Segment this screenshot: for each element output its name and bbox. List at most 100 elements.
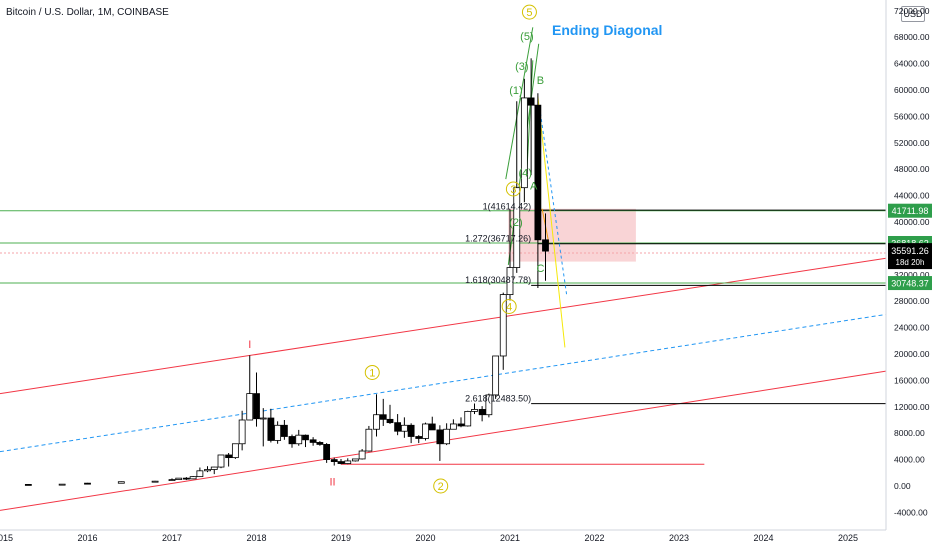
wave-path-line[interactable]	[526, 60, 534, 171]
y-tick-label: 28000.00	[894, 296, 930, 306]
candle[interactable]	[344, 460, 352, 464]
candle[interactable]	[400, 424, 408, 432]
candle[interactable]	[436, 429, 444, 445]
candle[interactable]	[196, 470, 204, 478]
candle[interactable]	[225, 454, 233, 459]
y-tick-label: 48000.00	[894, 164, 930, 174]
candle[interactable]	[267, 417, 275, 441]
candle[interactable]	[415, 436, 423, 439]
candle[interactable]	[485, 394, 493, 416]
y-tick-label: 8000.00	[894, 428, 925, 438]
candle[interactable]	[365, 428, 373, 452]
candle[interactable]	[280, 424, 288, 437]
candle[interactable]	[478, 409, 486, 416]
candle[interactable]	[217, 454, 225, 468]
candle[interactable]	[351, 458, 359, 462]
projection-line[interactable]	[539, 113, 568, 295]
price-tag-label: 30748.37	[891, 279, 929, 289]
price-tag[interactable]	[888, 276, 932, 291]
candle[interactable]	[527, 97, 535, 106]
x-tick-label: 2020	[415, 533, 435, 543]
currency-label[interactable]: USD	[901, 6, 925, 22]
candle[interactable]	[316, 442, 324, 445]
candle[interactable]	[330, 459, 338, 462]
candle[interactable]	[84, 482, 91, 485]
candle[interactable]	[520, 97, 528, 189]
candle[interactable]	[449, 423, 457, 430]
candle[interactable]	[492, 355, 500, 396]
x-tick-label: 2023	[669, 533, 689, 543]
channel-mid-line[interactable]	[0, 313, 887, 453]
y-tick-label: 20000.00	[894, 349, 930, 359]
candle[interactable]	[464, 411, 472, 427]
candle[interactable]	[210, 466, 218, 470]
wave-label: B	[537, 75, 544, 87]
candle[interactable]	[168, 479, 176, 481]
candle[interactable]	[323, 444, 331, 461]
candle[interactable]	[407, 424, 415, 437]
candle[interactable]	[379, 414, 387, 420]
wave-label: (4)	[518, 168, 531, 180]
wave-label: (3)	[515, 61, 528, 73]
candle[interactable]	[288, 436, 296, 445]
candle[interactable]	[151, 480, 159, 483]
x-axis[interactable]: 2015 2016 2017 2018 2019 2020 2021 2022 2023 2024…	[0, 533, 858, 543]
y-tick-label: 40000.00	[894, 217, 930, 227]
candle[interactable]	[309, 439, 317, 443]
candle[interactable]	[295, 434, 303, 445]
candle[interactable]	[534, 104, 542, 241]
candle[interactable]	[302, 434, 309, 441]
candle[interactable]	[542, 239, 549, 252]
candle[interactable]	[373, 414, 380, 430]
plot-area[interactable]: 1(41614.42) 1.272(36717.26) 1.618(30487.78…	[0, 4, 887, 511]
fib-label: 1.618(30487.78)	[465, 275, 531, 285]
candles[interactable]	[0, 58, 549, 486]
chart-title: Bitcoin / U.S. Dollar, 1M, COINBASE	[6, 7, 169, 18]
wave-circle	[364, 364, 380, 380]
candle[interactable]	[499, 294, 507, 357]
x-tick-label: 2024	[753, 533, 773, 543]
candle[interactable]	[58, 483, 66, 486]
candle[interactable]	[253, 393, 260, 420]
wedge-line[interactable]	[505, 27, 534, 180]
wave-circle	[433, 478, 449, 494]
candle[interactable]	[394, 422, 402, 432]
candle[interactable]	[259, 417, 267, 420]
candle[interactable]	[24, 484, 32, 486]
candle[interactable]	[443, 428, 451, 445]
candle[interactable]	[428, 423, 436, 431]
candle[interactable]	[337, 461, 345, 464]
countdown-label: 18d 20h	[896, 258, 925, 267]
candle[interactable]	[117, 481, 125, 484]
current-price-tag[interactable]	[888, 243, 932, 270]
projection-line[interactable]	[537, 96, 566, 348]
candle[interactable]	[175, 477, 183, 480]
y-tick-label: 56000.00	[894, 111, 930, 121]
wave-circle	[501, 298, 517, 314]
wave-label: 3	[510, 184, 516, 196]
y-tick-label: 24000.00	[894, 323, 930, 333]
candle[interactable]	[189, 476, 197, 480]
channel-upper-line[interactable]	[0, 257, 887, 395]
x-tick-label: 2025	[838, 533, 858, 543]
candle[interactable]	[274, 424, 282, 441]
candle[interactable]	[386, 418, 394, 424]
candle[interactable]	[471, 409, 478, 412]
candle[interactable]	[513, 187, 521, 268]
candle[interactable]	[457, 423, 465, 427]
candle[interactable]	[182, 477, 190, 480]
candle[interactable]	[358, 450, 366, 460]
y-tick-label: 0.00	[894, 481, 911, 491]
price-tag[interactable]	[888, 203, 932, 218]
candle[interactable]	[506, 267, 514, 296]
candle[interactable]	[246, 393, 254, 421]
candle[interactable]	[231, 443, 239, 459]
price-tag-label: 41711.98	[892, 206, 929, 216]
candle[interactable]	[422, 423, 429, 439]
x-tick-label: 2015	[0, 533, 13, 543]
y-tick-label: 12000.00	[894, 402, 930, 412]
candle[interactable]	[238, 419, 246, 445]
candle[interactable]	[204, 469, 211, 472]
wave-label: II	[329, 476, 335, 488]
